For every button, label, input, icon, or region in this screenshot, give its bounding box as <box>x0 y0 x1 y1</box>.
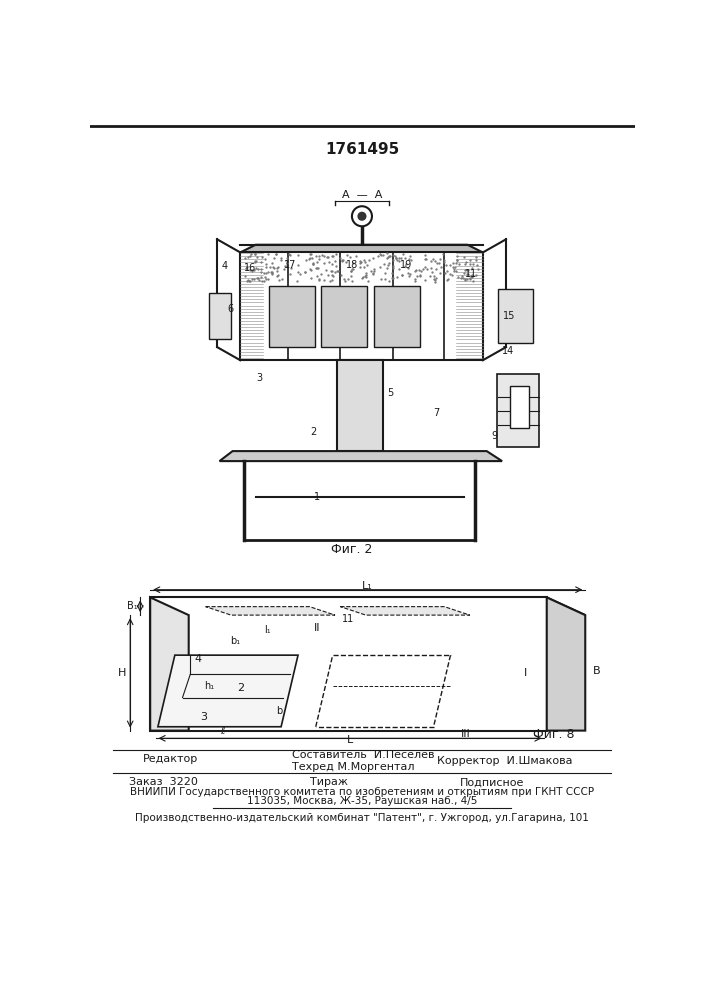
Text: 1761495: 1761495 <box>325 142 399 157</box>
Text: 3: 3 <box>201 712 208 722</box>
Text: 11: 11 <box>342 614 354 624</box>
Text: 15: 15 <box>503 311 515 321</box>
Text: Подписное: Подписное <box>460 777 524 787</box>
Polygon shape <box>150 597 585 615</box>
Polygon shape <box>150 597 189 731</box>
Polygon shape <box>219 451 502 461</box>
Polygon shape <box>240 245 483 252</box>
Text: L₁: L₁ <box>362 581 373 591</box>
Text: ВНИИПИ Государственного комитета по изобретениям и открытиям при ГКНТ СССР: ВНИИПИ Государственного комитета по изоб… <box>130 787 594 797</box>
Text: 9: 9 <box>491 431 498 441</box>
Text: 18: 18 <box>346 260 358 270</box>
Text: Производственно-издательский комбинат "Патент", г. Ужгород, ул.Гагарина, 101: Производственно-издательский комбинат "П… <box>135 813 589 823</box>
Bar <box>269 286 315 347</box>
Text: Составитель  И.Песелев: Составитель И.Песелев <box>292 750 434 760</box>
Bar <box>209 293 231 339</box>
Text: Корректор  И.Шмакова: Корректор И.Шмакова <box>437 756 572 766</box>
Text: III: III <box>461 729 471 739</box>
Bar <box>373 286 420 347</box>
Text: I: I <box>524 668 527 678</box>
Bar <box>240 252 483 360</box>
Text: Редактор: Редактор <box>143 754 198 764</box>
Text: b: b <box>276 706 282 716</box>
Text: h₁: h₁ <box>204 681 214 691</box>
Text: 4: 4 <box>194 654 201 664</box>
Text: 5: 5 <box>387 388 394 398</box>
Text: 3: 3 <box>257 373 262 383</box>
Bar <box>497 374 539 447</box>
Text: H: H <box>118 668 127 678</box>
Text: b₁: b₁ <box>230 636 240 646</box>
Text: 113035, Москва, Ж-35, Раушская наб., 4/5: 113035, Москва, Ж-35, Раушская наб., 4/5 <box>247 796 477 806</box>
Text: 16: 16 <box>244 263 257 273</box>
Text: B₁: B₁ <box>127 601 138 611</box>
Polygon shape <box>158 655 298 727</box>
Text: 2: 2 <box>310 427 317 437</box>
Text: Заказ  3220: Заказ 3220 <box>129 777 197 787</box>
Polygon shape <box>150 597 547 731</box>
Text: Фиг. 2: Фиг. 2 <box>332 543 373 556</box>
Polygon shape <box>206 607 335 615</box>
Text: 14: 14 <box>502 346 515 356</box>
Text: B: B <box>593 666 601 676</box>
Text: Фиг. 8: Фиг. 8 <box>533 728 574 741</box>
Text: II: II <box>314 623 320 633</box>
Text: ℓ: ℓ <box>221 726 225 736</box>
Text: А  —  А: А — А <box>341 190 382 200</box>
Text: 7: 7 <box>433 408 440 418</box>
Bar <box>337 360 382 451</box>
Polygon shape <box>547 597 585 731</box>
Text: 2: 2 <box>237 683 244 693</box>
Text: 6: 6 <box>227 304 233 314</box>
Text: 11: 11 <box>465 269 477 279</box>
Bar <box>498 289 533 343</box>
Text: 1: 1 <box>314 492 320 502</box>
Text: L: L <box>346 735 353 745</box>
Text: 4: 4 <box>222 261 228 271</box>
Bar <box>321 286 368 347</box>
Circle shape <box>358 212 366 220</box>
Text: Тираж: Тираж <box>310 777 348 787</box>
Text: l₁: l₁ <box>264 625 271 635</box>
Text: 17: 17 <box>284 260 296 270</box>
Text: Техред М.Моргентал: Техред М.Моргентал <box>292 762 414 772</box>
Bar <box>510 386 529 428</box>
Text: 19: 19 <box>399 260 412 270</box>
Polygon shape <box>340 607 469 615</box>
Circle shape <box>352 206 372 226</box>
